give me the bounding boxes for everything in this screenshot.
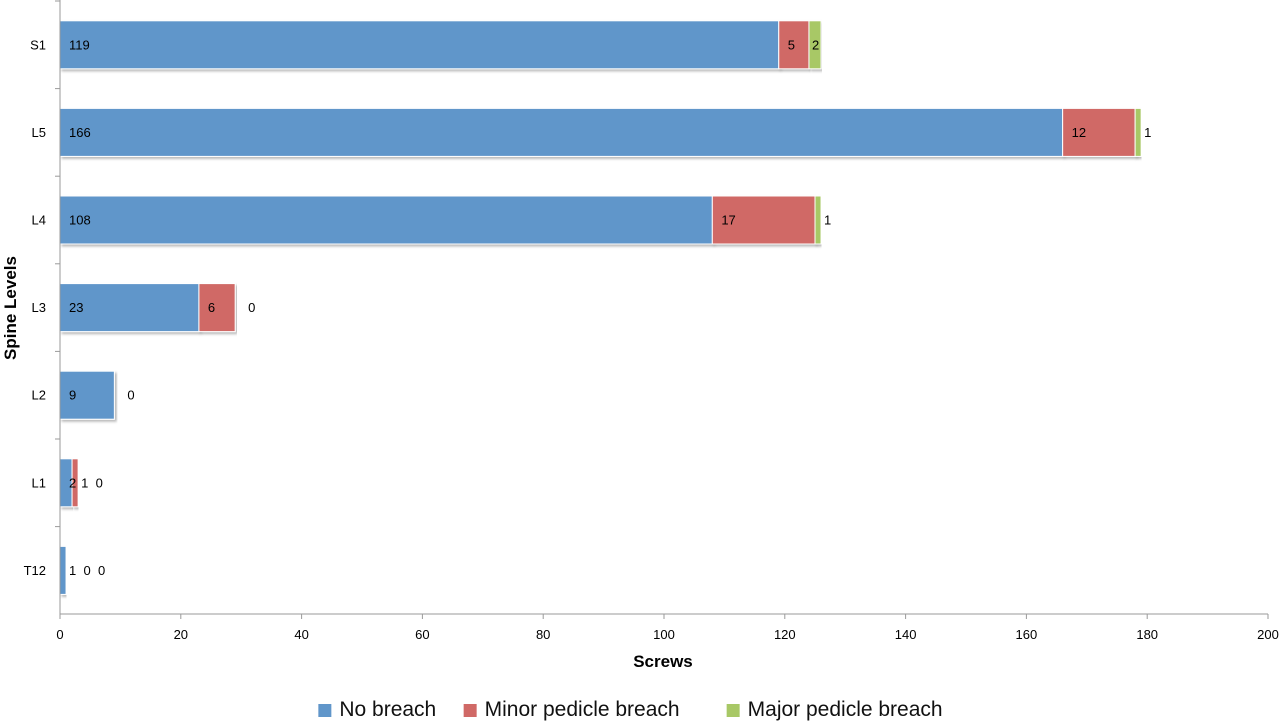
x-tick-label: 140 (895, 627, 917, 642)
category-label-l1: L1 (32, 475, 46, 490)
legend-label: Minor pedicle breach (485, 698, 680, 721)
category-label-l3: L3 (32, 300, 46, 315)
legend: No breach Minor pedicle breach Major pedic… (318, 698, 943, 721)
x-tick-label: 100 (653, 627, 675, 642)
data-label-l3-no-breach: 23 (69, 300, 83, 315)
category-label-l4: L4 (32, 213, 46, 228)
bar-s1-no-breach (59, 20, 780, 70)
bar-l4-major-pedicle-breach (814, 195, 822, 245)
data-label-l2-major-pedicle-breach: 0 (127, 388, 134, 403)
x-tick-label: 40 (294, 627, 308, 642)
data-label-l3-minor-pedicle-breach: 6 (208, 300, 215, 315)
legend-label: Major pedicle breach (748, 698, 943, 721)
legend-item-major-pedicle-breach: Major pedicle breach (726, 698, 943, 721)
x-tick-label: 60 (415, 627, 429, 642)
bar-l1-minor-pedicle-breach (71, 458, 79, 508)
bar-l4-no-breach (59, 195, 713, 245)
data-label-t12-major-pedicle-breach: 0 (98, 563, 105, 578)
data-label-l5-no-breach: 166 (69, 125, 91, 140)
data-label-l2-no-breach: 9 (69, 388, 76, 403)
legend-item-no-breach: No breach (318, 698, 436, 721)
data-label-t12-minor-pedicle-breach: 0 (84, 563, 91, 578)
category-label-s1: S1 (30, 37, 46, 52)
x-tick-label: 120 (774, 627, 796, 642)
legend-item-minor-pedicle-breach: Minor pedicle breach (463, 698, 680, 721)
y-axis-title: Spine Levels (1, 256, 20, 360)
data-label-l5-minor-pedicle-breach: 12 (1072, 125, 1086, 140)
category-label-l5: L5 (32, 125, 46, 140)
data-label-s1-major-pedicle-breach: 2 (812, 37, 819, 52)
legend-swatch (726, 704, 740, 717)
data-label-l4-major-pedicle-breach: 1 (824, 213, 831, 228)
bar-s1-major-pedicle-breach (808, 20, 822, 70)
data-label-t12-no-breach: 1 (69, 563, 76, 578)
x-tick-label: 80 (536, 627, 550, 642)
data-label-l1-no-breach: 2 (69, 475, 76, 490)
bar-l2-no-breach (59, 370, 115, 420)
data-label-l4-no-breach: 108 (69, 213, 91, 228)
data-label-s1-no-breach: 119 (69, 37, 90, 52)
data-label-l1-minor-pedicle-breach: 1 (81, 475, 88, 490)
bar-l3-minor-pedicle-breach (198, 283, 236, 333)
data-label-s1-minor-pedicle-breach: 5 (788, 37, 795, 52)
x-tick-label: 180 (1136, 627, 1158, 642)
legend-label: No breach (339, 698, 436, 721)
data-label-l3-major-pedicle-breach: 0 (248, 300, 255, 315)
x-axis-title: Screws (633, 652, 693, 671)
legend-swatch (318, 704, 332, 717)
bar-l5-no-breach (59, 107, 1064, 157)
data-label-l1-major-pedicle-breach: 0 (96, 475, 103, 490)
bar-l5-minor-pedicle-breach (1062, 107, 1136, 157)
bar-s1-minor-pedicle-breach (778, 20, 810, 70)
x-tick-label: 200 (1257, 627, 1279, 642)
bar-l5-major-pedicle-breach (1134, 107, 1142, 157)
bar-l4-minor-pedicle-breach (711, 195, 816, 245)
x-tick-label: 160 (1016, 627, 1038, 642)
bars-layer (59, 20, 1142, 595)
axes-layer: 0 20 40 60 80 100 120 140 160 180 200S1L5L4L3L2L1T… (24, 0, 1279, 642)
category-label-t12: T12 (24, 563, 46, 578)
category-label-l2: L2 (32, 388, 46, 403)
data-label-l4-minor-pedicle-breach: 17 (721, 213, 735, 228)
x-tick-label: 0 (56, 627, 63, 642)
bar-l3-no-breach (59, 283, 200, 333)
x-tick-label: 20 (174, 627, 188, 642)
bar-t12-no-breach (59, 545, 67, 595)
legend-swatch (463, 704, 477, 717)
data-label-l5-major-pedicle-breach: 1 (1144, 125, 1151, 140)
